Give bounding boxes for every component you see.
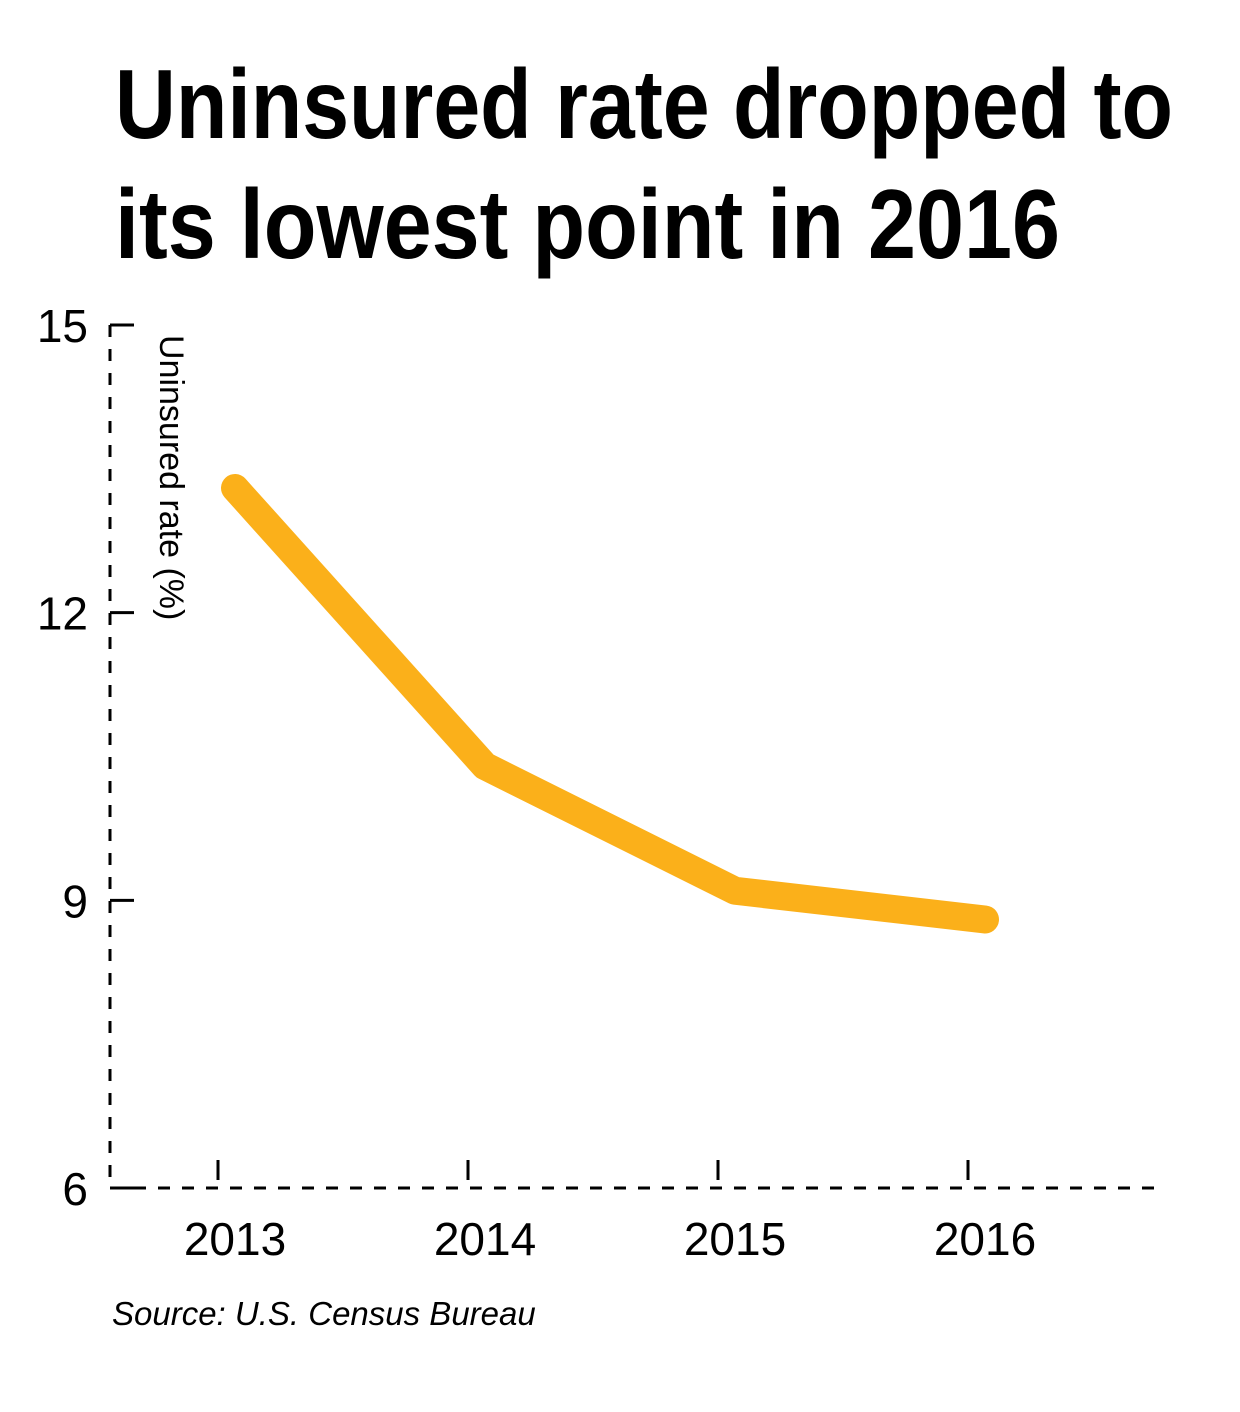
chart-title-line-2: its lowest point in 2016 [115, 169, 1060, 279]
y-tick-label: 15 [37, 300, 88, 352]
x-tick-label: 2015 [684, 1213, 786, 1265]
y-tick-label: 9 [62, 875, 88, 927]
chart-title-line-1: Uninsured rate dropped to [115, 49, 1173, 159]
series-line [221, 474, 999, 934]
x-tick-label: 2013 [184, 1213, 286, 1265]
y-axis-label: Uninsured rate (%) [152, 335, 190, 620]
source-note: Source: U.S. Census Bureau [112, 1295, 536, 1332]
x-tick-label: 2016 [934, 1213, 1036, 1265]
x-tick-label: 2014 [434, 1213, 536, 1265]
y-tick-label: 6 [62, 1163, 88, 1215]
y-tick-label: 12 [37, 588, 88, 640]
